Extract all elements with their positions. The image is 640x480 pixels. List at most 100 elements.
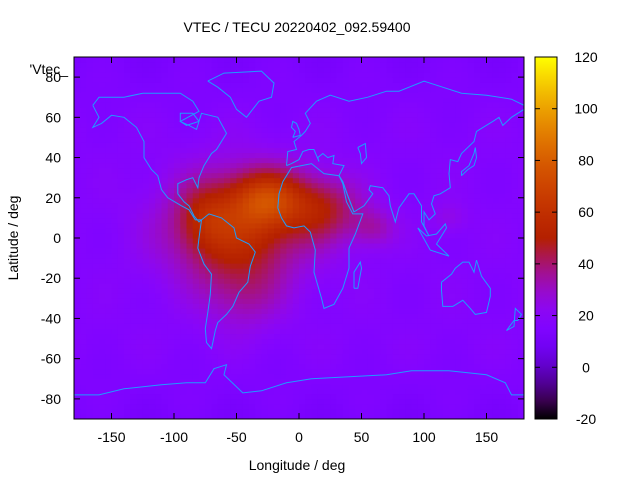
heat-cell: [455, 162, 462, 169]
heat-cell: [349, 258, 356, 264]
heat-cell: [299, 77, 306, 83]
heat-cell: [430, 92, 437, 98]
heat-cell: [99, 243, 106, 249]
heat-cell: [155, 107, 162, 113]
heat-cell: [255, 238, 262, 244]
heat-cell: [361, 192, 369, 199]
heat-cell: [124, 187, 131, 194]
heat-cell: [374, 132, 381, 138]
heat-cell: [411, 117, 419, 123]
heat-cell: [274, 408, 281, 415]
heat-cell: [374, 162, 381, 169]
heat-cell: [405, 338, 412, 345]
heat-cell: [386, 268, 394, 274]
heat-cell: [242, 253, 250, 259]
heat-cell: [230, 268, 237, 274]
heat-cell: [436, 263, 444, 269]
heat-cell: [311, 212, 319, 219]
heat-cell: [149, 102, 156, 108]
heat-cell: [261, 273, 269, 279]
heat-cell: [186, 258, 194, 264]
heat-cell: [255, 147, 262, 154]
heat-cell: [142, 368, 150, 375]
heat-cell: [149, 298, 156, 304]
heat-cell: [455, 182, 462, 189]
heat-cell: [86, 308, 94, 314]
heat-cell: [355, 298, 362, 304]
heat-cell: [492, 323, 500, 329]
heat-cell: [117, 278, 125, 284]
heat-cell: [155, 348, 162, 355]
heat-cell: [355, 227, 362, 234]
heat-cell: [317, 92, 325, 98]
heat-cell: [392, 197, 400, 204]
heat-cell: [161, 333, 169, 340]
heat-cell: [205, 358, 212, 365]
heat-cell: [417, 308, 425, 314]
heat-cell: [105, 117, 112, 123]
heat-cell: [186, 328, 194, 335]
heat-cell: [430, 258, 437, 264]
heat-cell: [192, 413, 200, 420]
heat-cell: [199, 393, 206, 400]
heat-cell: [311, 333, 319, 340]
heat-cell: [405, 122, 412, 128]
heat-cell: [261, 393, 269, 400]
heat-cell: [149, 217, 156, 224]
heat-cell: [380, 323, 387, 329]
heat-cell: [186, 408, 194, 415]
heat-cell: [424, 238, 431, 244]
heat-cell: [292, 403, 300, 410]
heat-cell: [324, 127, 331, 133]
heat-cell: [474, 328, 481, 335]
heat-cell: [299, 217, 306, 224]
heat-cell: [136, 303, 144, 309]
heat-cell: [249, 127, 256, 133]
heat-cell: [86, 57, 94, 63]
heat-cell: [286, 408, 294, 415]
heat-cell: [99, 127, 106, 133]
heat-cell: [311, 313, 319, 319]
heat-cell: [211, 308, 219, 314]
heat-cell: [274, 253, 281, 259]
heat-cell: [324, 253, 331, 259]
heat-cell: [224, 273, 231, 279]
heat-cell: [155, 82, 162, 88]
heat-cell: [467, 182, 475, 189]
heat-cell: [305, 62, 312, 68]
heat-cell: [136, 147, 144, 154]
heat-cell: [74, 403, 81, 410]
heat-cell: [499, 97, 506, 103]
heat-cell: [355, 62, 362, 68]
heat-cell: [136, 293, 144, 299]
heat-cell: [149, 248, 156, 254]
heat-cell: [242, 408, 250, 415]
heat-cell: [255, 202, 262, 209]
heat-cell: [217, 202, 225, 209]
heat-cell: [224, 117, 231, 123]
heat-cell: [461, 243, 469, 249]
heat-cell: [205, 72, 212, 78]
heat-cell: [230, 172, 237, 179]
heat-cell: [236, 132, 244, 138]
heat-cell: [136, 57, 144, 63]
heat-cell: [149, 323, 156, 329]
heat-cell: [324, 202, 331, 209]
heat-cell: [92, 273, 100, 279]
heat-cell: [155, 62, 162, 68]
heat-cell: [505, 393, 512, 400]
heat-cell: [224, 97, 231, 103]
heat-cell: [455, 227, 462, 234]
heat-cell: [380, 268, 387, 274]
heat-cell: [411, 137, 419, 143]
heat-cell: [405, 197, 412, 204]
heat-cell: [367, 227, 375, 234]
heat-cell: [361, 308, 369, 314]
heat-cell: [417, 348, 425, 355]
heat-cell: [499, 232, 506, 239]
heat-cell: [161, 378, 169, 385]
heat-cell: [249, 273, 256, 279]
heat-cell: [324, 413, 331, 420]
heat-cell: [386, 117, 394, 123]
heat-cell: [342, 393, 350, 400]
